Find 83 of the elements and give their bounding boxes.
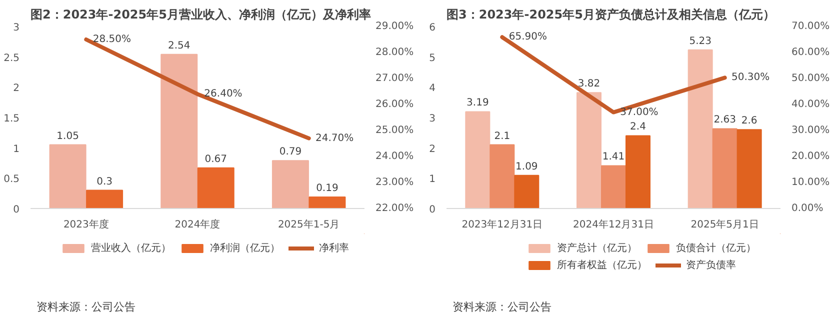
data-label: 3.19 [466, 98, 489, 109]
bar [625, 135, 650, 208]
data-label: 2.6 [741, 116, 758, 127]
data-label: 0.67 [204, 154, 228, 165]
text: 资料来源：公司公告 [452, 300, 552, 314]
data-label: 2.1 [494, 130, 510, 142]
data-label: 28.50% [92, 34, 131, 45]
legend-label: 资产负债率 [686, 258, 736, 272]
y2-tick-label: 27.00% [376, 73, 414, 84]
data-label: 2.54 [168, 40, 190, 52]
text: 资料来源：公司公告 [36, 300, 136, 314]
data-label: 65.90% [508, 32, 547, 43]
x-tick-label: 2023年12月31日 [462, 218, 543, 230]
y-tick-label: 0 [13, 204, 20, 216]
bar [465, 111, 490, 208]
data-label: 1.41 [602, 152, 625, 163]
data-label: 1.09 [516, 161, 538, 172]
y2-tick-label: 28.00% [376, 47, 414, 58]
x-tick-label: 2024年度 [174, 218, 220, 230]
y-tick-label: 2.5 [4, 52, 20, 64]
y-tick-label: 5 [429, 52, 436, 64]
bar [736, 129, 762, 208]
x-tick-label: 2025年5月1日 [690, 218, 759, 230]
y2-tick-label: 24.00% [376, 151, 414, 162]
data-label: 0.79 [279, 146, 302, 158]
data-label: 26.40% [204, 88, 242, 100]
y2-tick-label: 26.00% [376, 99, 414, 110]
bar [601, 165, 626, 208]
legend-label: 净利率 [319, 242, 349, 255]
bar [272, 160, 309, 208]
y2-tick-label: 10.00% [792, 177, 830, 188]
data-label: 50.30% [732, 72, 770, 84]
legend-label: 营业收入（亿元） [91, 242, 171, 255]
y2-tick-label: 40.00% [792, 99, 830, 110]
y2-tick-label: 70.00% [792, 21, 830, 32]
data-label: 37.00% [620, 106, 658, 118]
bar [49, 144, 86, 208]
y-tick-label: 1 [429, 174, 436, 186]
y-tick-label: 3 [429, 114, 436, 124]
y2-tick-label: 29.00% [376, 21, 414, 32]
legend-label: 资产总计（亿元） [557, 242, 637, 255]
bar [160, 54, 198, 208]
legend-label: 所有者权益（亿元） [557, 258, 647, 272]
data-label: 5.23 [689, 36, 712, 47]
x-tick-label: 2025年1-5月 [278, 218, 340, 230]
y-tick-label: 0.5 [4, 174, 20, 186]
bar [197, 167, 234, 208]
chart-title: 图3：2023年-2025年5月资产负债总计及相关信息（亿元） [446, 8, 775, 22]
x-tick-label: 2024年12月31日 [573, 218, 654, 230]
y-tick-label: 3 [13, 22, 20, 34]
y2-tick-label: 0.00% [792, 203, 824, 214]
data-label: 2.4 [630, 122, 646, 133]
data-label: 0.3 [96, 176, 112, 188]
legend-label: 净利润（亿元） [210, 242, 280, 255]
y-tick-label: 2 [13, 83, 20, 94]
bar [712, 128, 738, 208]
y2-tick-label: 22.00% [376, 203, 414, 214]
chart-title: 图2：2023年-2025年5月营业收入、净利润（亿元）及净利率 [30, 8, 371, 22]
y2-tick-label: 25.00% [376, 125, 414, 136]
data-label: 3.82 [578, 78, 600, 90]
data-label: 2.63 [714, 114, 736, 126]
y-tick-label: 4 [429, 83, 436, 94]
y2-tick-label: 50.00% [792, 73, 830, 84]
bar [86, 190, 124, 208]
data-label: 0.19 [316, 182, 338, 194]
bar [490, 144, 515, 208]
x-tick-label: 2023年度 [63, 218, 109, 230]
bar [308, 196, 346, 208]
bar [514, 174, 540, 208]
data-label: 24.70% [316, 132, 354, 144]
y2-tick-label: 60.00% [792, 47, 830, 58]
y2-tick-label: 20.00% [792, 151, 830, 162]
y-tick-label: 2 [429, 144, 436, 155]
y2-tick-label: 30.00% [792, 125, 830, 136]
data-label: 1.05 [56, 130, 79, 142]
y-tick-label: 0 [429, 204, 436, 216]
bar [688, 49, 713, 208]
legend-label: 负债合计（亿元） [676, 242, 756, 255]
y2-tick-label: 23.00% [376, 177, 414, 188]
y-tick-label: 6 [429, 22, 436, 34]
y-tick-label: 1.5 [4, 114, 20, 124]
bar [576, 92, 602, 208]
y-tick-label: 1 [13, 144, 20, 155]
